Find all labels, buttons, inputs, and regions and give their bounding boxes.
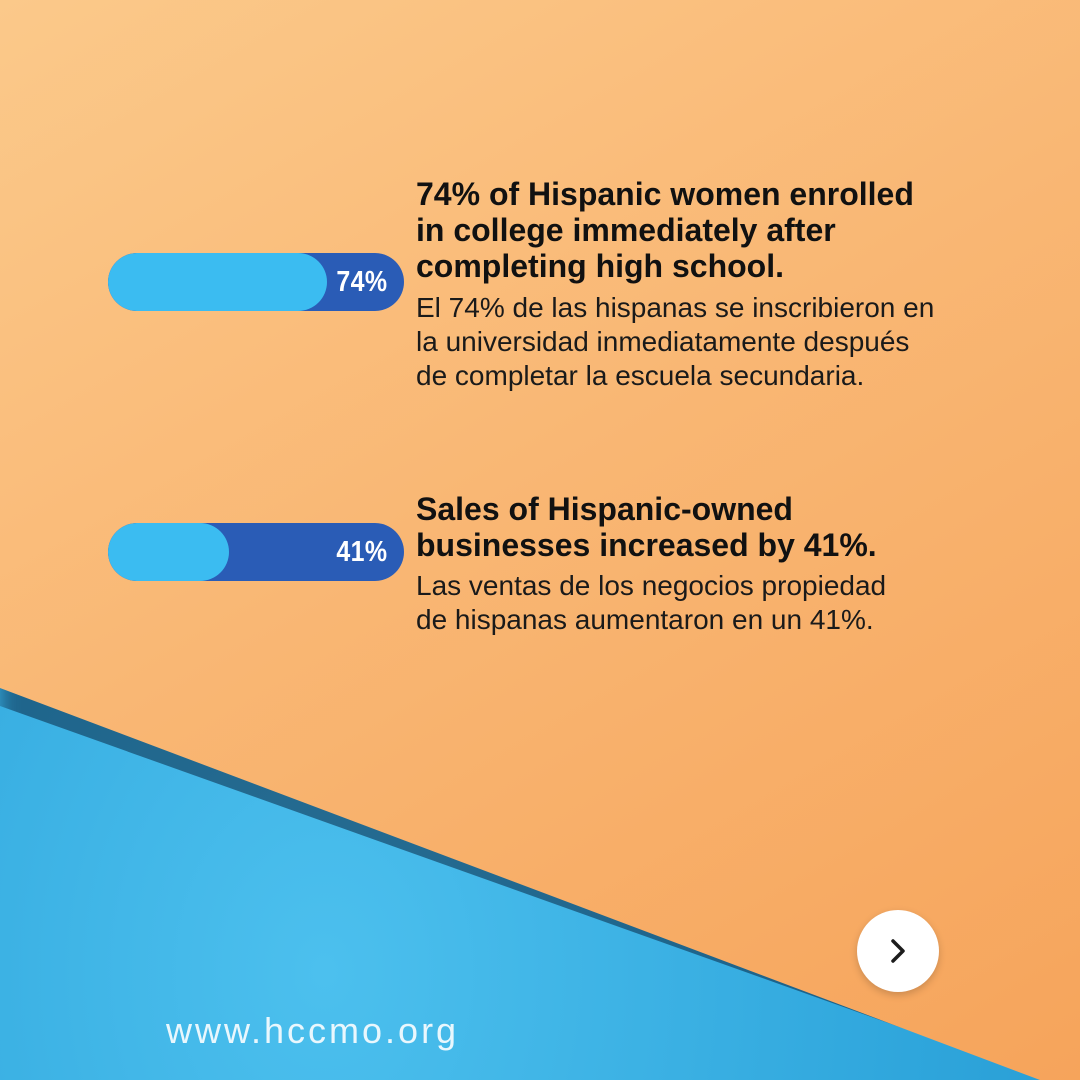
description-line: Las ventas de los negocios propiedad <box>416 570 887 601</box>
description-line: El 74% de las hispanas se inscribieron e… <box>416 292 935 323</box>
progress-bar-enrollment: 74% <box>108 253 404 311</box>
stat-description-sales: Las ventas de los negocios propiedad de … <box>416 569 886 637</box>
title-line: Sales of Hispanic-owned <box>416 491 793 527</box>
description-line: de completar la escuela secundaria. <box>416 360 865 391</box>
progress-bar-sales: 41% <box>108 523 404 581</box>
title-line: 74% of Hispanic women enrolled <box>416 176 914 212</box>
description-line: de hispanas aumentaron en un 41%. <box>416 604 874 635</box>
title-line: in college immediately after <box>416 212 836 248</box>
stat-title-sales: Sales of Hispanic-owned businesses incre… <box>416 491 877 563</box>
progress-bar-fill <box>108 253 328 311</box>
next-slide-button[interactable] <box>857 910 939 992</box>
chevron-right-icon <box>891 939 905 963</box>
progress-bar-fill <box>108 523 230 581</box>
title-line: completing high school. <box>416 248 784 284</box>
stat-title-enrollment: 74% of Hispanic women enrolled in colleg… <box>416 176 914 284</box>
progress-bar-label: 41% <box>336 536 388 568</box>
progress-bar-label: 74% <box>336 266 388 298</box>
website-url: www.hccmo.org <box>166 1010 460 1051</box>
description-line: la universidad inmediatamente después <box>416 326 910 357</box>
title-line: businesses increased by 41%. <box>416 527 877 563</box>
stat-description-enrollment: El 74% de las hispanas se inscribieron e… <box>416 291 934 393</box>
